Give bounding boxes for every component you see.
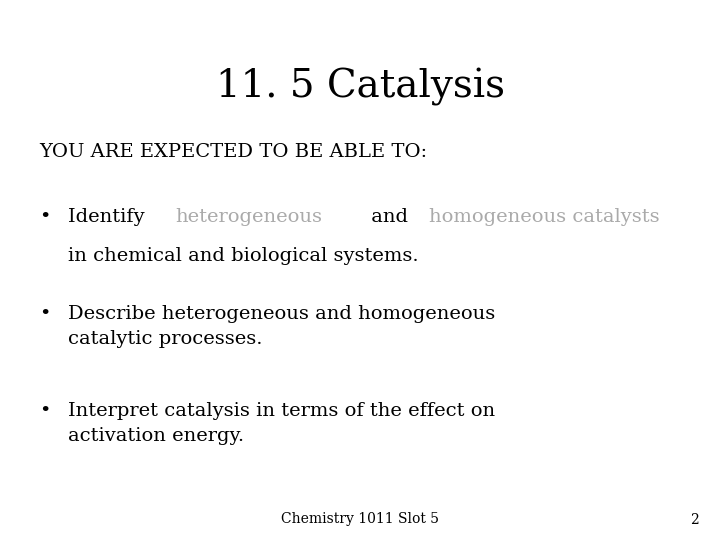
Text: and: and (365, 208, 414, 226)
Text: heterogeneous: heterogeneous (176, 208, 323, 226)
Text: 11. 5 Catalysis: 11. 5 Catalysis (215, 68, 505, 105)
Text: homogeneous catalysts: homogeneous catalysts (428, 208, 660, 226)
Text: •: • (40, 208, 51, 226)
Text: Describe heterogeneous and homogeneous
catalytic processes.: Describe heterogeneous and homogeneous c… (68, 305, 495, 348)
Text: •: • (40, 305, 51, 323)
Text: •: • (40, 402, 51, 420)
Text: YOU ARE EXPECTED TO BE ABLE TO:: YOU ARE EXPECTED TO BE ABLE TO: (40, 143, 428, 161)
Text: Chemistry 1011 Slot 5: Chemistry 1011 Slot 5 (281, 512, 439, 526)
Text: 2: 2 (690, 512, 698, 526)
Text: Interpret catalysis in terms of the effect on
activation energy.: Interpret catalysis in terms of the effe… (68, 402, 495, 446)
Text: in chemical and biological systems.: in chemical and biological systems. (68, 247, 419, 265)
Text: Identify: Identify (68, 208, 151, 226)
